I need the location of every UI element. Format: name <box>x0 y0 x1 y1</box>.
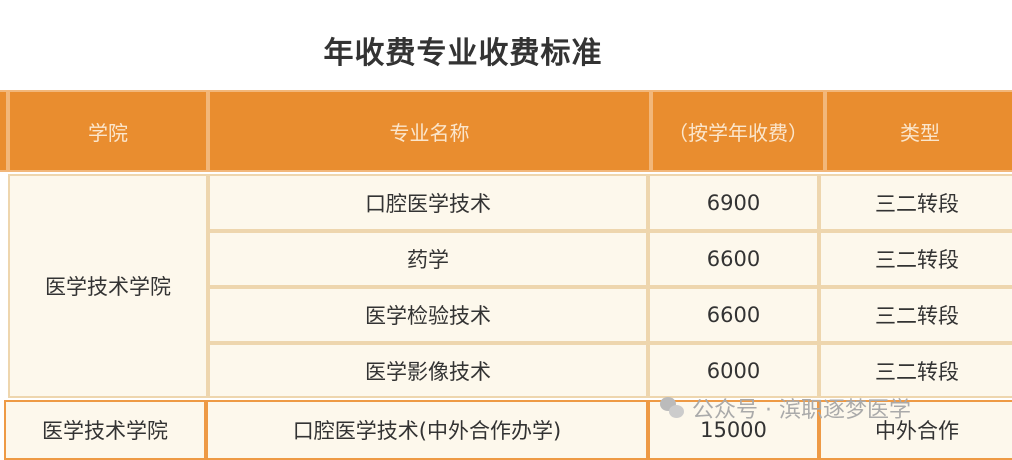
major-cell: 口腔医学技术(中外合作办学) <box>206 400 648 460</box>
major-cell: 医学检验技术 <box>208 287 648 343</box>
type-cell: 三二转段 <box>819 287 1012 343</box>
college-cell: 医学技术学院 <box>8 174 208 398</box>
header-edge <box>0 90 8 172</box>
major-cell: 药学 <box>208 231 648 287</box>
type-cell: 三二转段 <box>819 343 1012 398</box>
fee-cell: 6600 <box>648 231 819 287</box>
fee-cell: 15000 <box>648 400 819 460</box>
header-major: 专业名称 <box>208 90 651 172</box>
wechat-icon <box>660 397 686 419</box>
college-cell: 医学技术学院 <box>4 400 206 460</box>
major-cell: 医学影像技术 <box>208 343 648 398</box>
type-cell: 三二转段 <box>819 174 1012 231</box>
major-cell: 口腔医学技术 <box>208 174 648 231</box>
watermark: 公众号 · 滨职逐梦医学 <box>660 392 911 424</box>
fee-cell: 6600 <box>648 287 819 343</box>
fee-cell: 6000 <box>648 343 819 398</box>
type-cell: 中外合作 <box>819 400 1012 460</box>
fee-cell: 6900 <box>648 174 819 231</box>
type-cell: 三二转段 <box>819 231 1012 287</box>
watermark-text: 公众号 · 滨职逐梦医学 <box>692 398 911 423</box>
header-college: 学院 <box>8 90 208 172</box>
page-title: 年收费专业收费标准 <box>323 36 603 71</box>
header-type: 类型 <box>825 90 1012 172</box>
header-fee: （按学年收费） <box>651 90 825 172</box>
